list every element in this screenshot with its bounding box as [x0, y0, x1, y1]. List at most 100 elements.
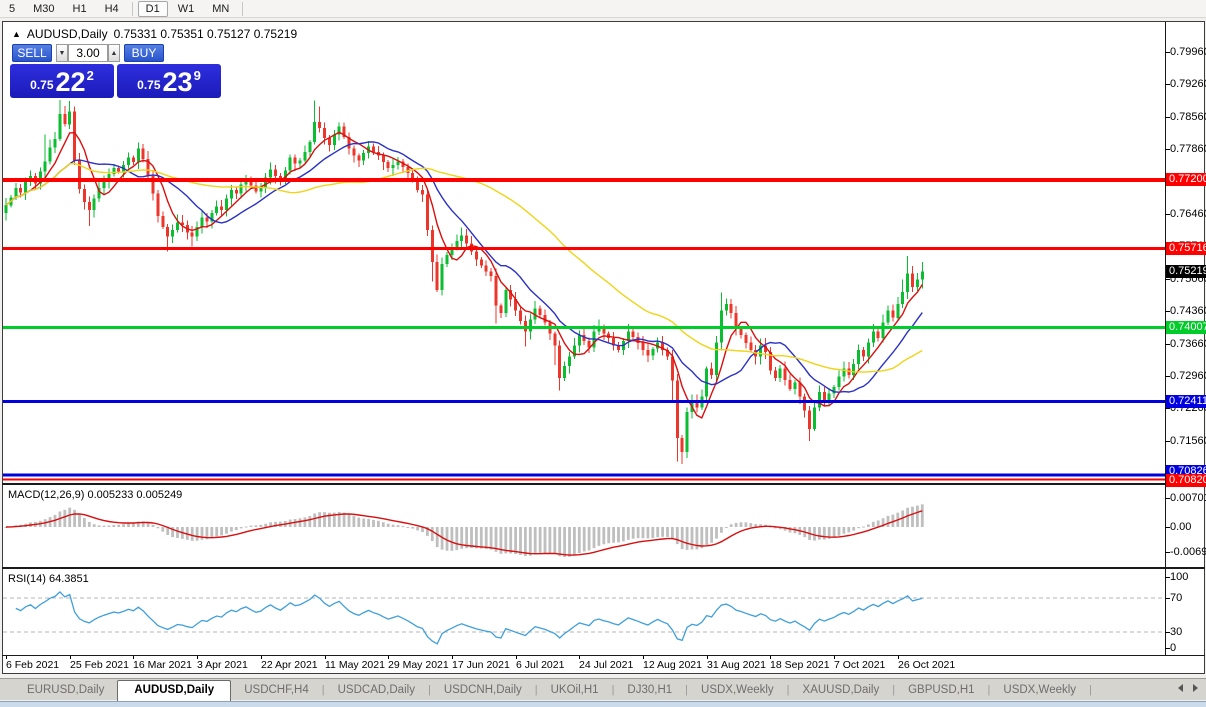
buy-button[interactable]: BUY — [124, 44, 164, 62]
sell-price-box[interactable]: 0.75 22 2 — [10, 64, 114, 98]
date-tick-mark — [452, 656, 453, 659]
macd-pane[interactable] — [3, 486, 1165, 567]
timeframe-button-M30[interactable]: M30 — [33, 2, 55, 15]
price-axis-label: 0.79260 — [1170, 78, 1206, 90]
sell-price-small: 0.75 — [30, 78, 54, 92]
chart-tab-usdx-weekly[interactable]: USDX,Weekly — [1003, 684, 1077, 696]
date-axis-label: 26 Oct 2021 — [898, 659, 956, 671]
date-axis-label: 3 Apr 2021 — [197, 659, 248, 671]
rsi-label: RSI(14) 64.3851 — [8, 573, 89, 585]
macd-axis-label: -0.00692 — [1170, 546, 1206, 558]
date-tick-mark — [834, 656, 835, 659]
axis-tick-mark — [1165, 117, 1170, 118]
main-price-pane[interactable] — [3, 22, 1165, 483]
chart-tab-ukoil-h1[interactable]: UKOil,H1 — [550, 684, 599, 696]
price-axis-label: 0.73660 — [1170, 338, 1206, 350]
tab-separator: | — [427, 684, 431, 696]
timeframe-button-D1[interactable]: D1 — [137, 0, 168, 17]
axis-tick-mark — [1165, 149, 1170, 150]
timeframe-button-H1[interactable]: H1 — [72, 2, 87, 15]
date-axis-label: 24 Jul 2021 — [579, 659, 634, 671]
date-tick-mark — [6, 656, 7, 659]
price-badge-0.74007: 0.74007 — [1166, 321, 1206, 334]
rsi-pane[interactable] — [3, 570, 1165, 655]
volume-increase-icon[interactable]: ▲ — [108, 44, 120, 62]
macd-axis-label: 0.00 — [1170, 521, 1192, 533]
chart-tab-dj30-h1[interactable]: DJ30,H1 — [627, 684, 673, 696]
rsi-axis-label: 70 — [1170, 592, 1183, 604]
timeframe-button-H4[interactable]: H4 — [104, 2, 119, 15]
chart-tab-usdcnh-daily[interactable]: USDCNH,Daily — [443, 684, 522, 696]
date-tick-mark — [133, 656, 134, 659]
macd-pane-border — [2, 567, 1205, 569]
toolbar-separator — [242, 1, 244, 16]
chart-tab-eurusd-daily[interactable]: EURUSD,Daily — [27, 684, 105, 696]
chart-tab-usdchf-h4[interactable]: USDCHF,H4 — [244, 684, 309, 696]
price-axis-label: 0.72960 — [1170, 370, 1206, 382]
buy-price-big: 23 — [162, 67, 193, 97]
chart-tab-audusd-daily[interactable]: AUDUSD,Daily — [117, 680, 232, 701]
axis-tick-mark — [1165, 598, 1170, 599]
timeframe-toolbar: 5 M30 H1 H4 D1 W1 MN — [0, 0, 1206, 18]
date-axis-label: 11 May 2021 — [325, 659, 385, 671]
date-axis-label: 25 Feb 2021 — [70, 659, 129, 671]
date-tick-mark — [197, 656, 198, 659]
volume-input[interactable] — [68, 44, 108, 62]
tab-scroll-arrows — [1178, 684, 1198, 692]
chart-window[interactable] — [2, 21, 1205, 674]
timeframe-button-5[interactable]: 5 — [9, 2, 16, 15]
date-axis-label: 6 Feb 2021 — [6, 659, 60, 671]
price-badge-0.72411: 0.72411 — [1166, 395, 1206, 408]
buy-price-sup: 9 — [193, 68, 201, 83]
chart-tab-bar: EURUSD,Daily AUDUSD,Daily USDCHF,H4 | USDCAD… — [0, 678, 1206, 701]
tab-separator: | — [1089, 684, 1092, 696]
date-axis-label: 12 Aug 2021 — [643, 659, 702, 671]
price-badge-0.75716: 0.75716 — [1166, 242, 1206, 255]
sell-button[interactable]: SELL — [12, 44, 52, 62]
date-tick-mark — [707, 656, 708, 659]
macd-label: MACD(12,26,9) 0.005233 0.005249 — [8, 489, 183, 501]
date-axis-label: 29 May 2021 — [388, 659, 449, 671]
axis-tick-mark — [1165, 648, 1170, 649]
axis-tick-mark — [1165, 577, 1170, 578]
price-badge-0.70820: 0.70820 — [1166, 474, 1206, 487]
rsi-axis-label: 30 — [1170, 626, 1183, 638]
axis-tick-mark — [1165, 408, 1170, 409]
tab-separator: | — [786, 684, 790, 696]
chart-tab-usdx-weekly[interactable]: USDX,Weekly — [701, 684, 774, 696]
axis-tick-mark — [1165, 52, 1170, 53]
date-tick-mark — [70, 656, 71, 659]
axis-tick-mark — [1165, 632, 1170, 633]
date-tick-mark — [261, 656, 262, 659]
date-tick-mark — [770, 656, 771, 659]
tab-scroll-right-icon[interactable] — [1193, 684, 1198, 692]
axis-tick-mark — [1165, 84, 1170, 85]
date-tick-mark — [643, 656, 644, 659]
buy-price-box[interactable]: 0.75 23 9 — [117, 64, 221, 98]
macd-axis-label: 0.007015 — [1170, 492, 1206, 504]
date-axis-label: 16 Mar 2021 — [133, 659, 192, 671]
date-axis-label: 22 Apr 2021 — [261, 659, 318, 671]
sell-price-big: 22 — [55, 67, 86, 97]
axis-tick-mark — [1165, 552, 1170, 553]
date-axis-label: 18 Sep 2021 — [770, 659, 830, 671]
chart-tab-gbpusd-h1[interactable]: GBPUSD,H1 — [908, 684, 975, 696]
chart-tab-xauusd-daily[interactable]: XAUUSD,Daily — [802, 684, 880, 696]
date-tick-mark — [579, 656, 580, 659]
axis-tick-mark — [1165, 279, 1170, 280]
volume-decrease-icon[interactable]: ▼ — [56, 44, 68, 62]
tab-separator: | — [321, 684, 325, 696]
tab-scroll-left-icon[interactable] — [1178, 684, 1183, 692]
tab-separator: | — [892, 684, 896, 696]
timeframe-button-MN[interactable]: MN — [212, 2, 230, 15]
collapse-panel-icon[interactable]: ▲ — [12, 29, 21, 39]
date-axis-label: 17 Jun 2021 — [452, 659, 510, 671]
toolbar-separator — [131, 1, 133, 16]
price-axis-label: 0.71560 — [1170, 435, 1206, 447]
price-axis-label: 0.77860 — [1170, 143, 1206, 155]
timeframe-button-W1[interactable]: W1 — [177, 2, 195, 15]
axis-tick-mark — [1165, 527, 1170, 528]
price-axis-separator — [1165, 22, 1166, 656]
chart-tab-usdcad-daily[interactable]: USDCAD,Daily — [337, 684, 415, 696]
date-axis-label: 7 Oct 2021 — [834, 659, 886, 671]
